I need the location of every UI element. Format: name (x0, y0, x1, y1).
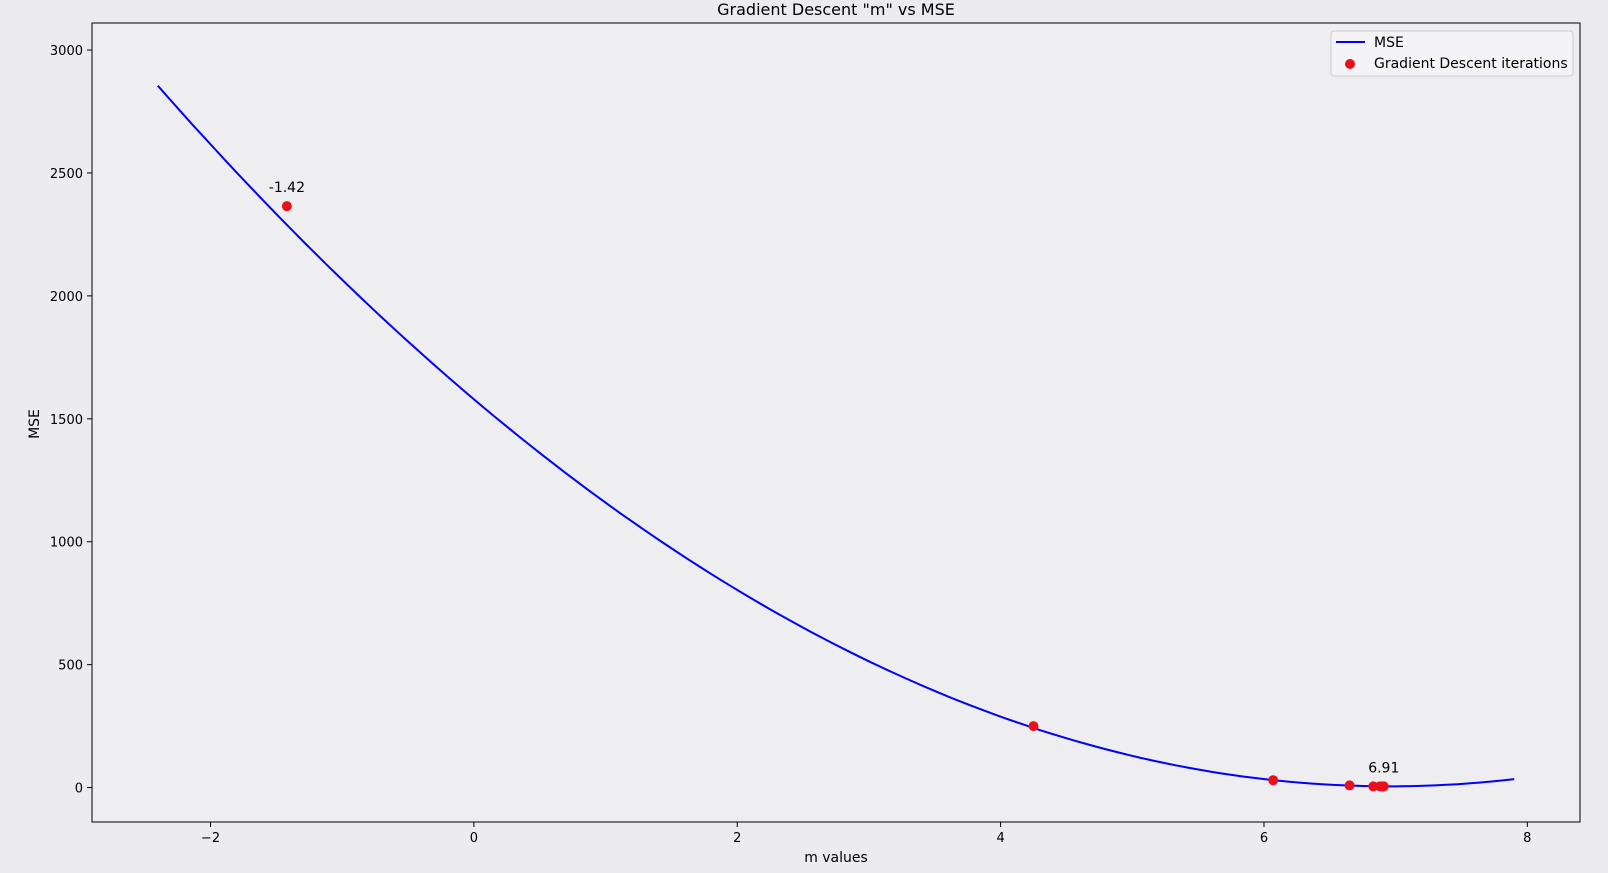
iteration-point (1028, 721, 1039, 732)
x-tick-label: 0 (470, 831, 478, 846)
iteration-point (281, 201, 292, 212)
x-tick-label: 8 (1523, 831, 1531, 846)
legend-iterations-swatch (1345, 59, 1355, 69)
x-axis-ticks: −2 0 2 4 6 8 (201, 822, 1531, 846)
y-tick-label: 1000 (50, 536, 83, 551)
legend: MSE Gradient Descent iterations (1330, 30, 1574, 77)
legend-iterations-label: Gradient Descent iterations (1374, 56, 1568, 72)
point-annotation: 6.91 (1368, 760, 1399, 776)
y-tick-label: 0 (75, 782, 83, 797)
series-layer (157, 85, 1515, 792)
y-axis-label: MSE (27, 409, 43, 439)
point-annotation: -1.42 (269, 180, 305, 196)
iteration-point (1378, 781, 1389, 792)
x-tick-label: 4 (996, 831, 1004, 846)
legend-box (1330, 30, 1574, 77)
iteration-point (1344, 780, 1355, 791)
plot-area (91, 22, 1581, 823)
y-tick-label: 1500 (50, 413, 83, 428)
y-tick-label: 2500 (50, 167, 83, 182)
legend-mse-label: MSE (1374, 35, 1404, 51)
y-tick-label: 2000 (50, 290, 83, 305)
mse-curve-line (157, 85, 1515, 788)
y-tick-label: 500 (58, 659, 83, 674)
x-tick-label: 2 (733, 831, 741, 846)
x-axis-label: m values (804, 850, 868, 866)
annotation-layer: -1.42 6.91 (269, 180, 1400, 776)
x-tick-label: 6 (1260, 831, 1268, 846)
y-axis-ticks: 0 500 1000 1500 2000 2500 3000 (50, 44, 92, 797)
iteration-point (1268, 775, 1279, 786)
x-tick-label: −2 (201, 831, 220, 846)
y-tick-label: 3000 (50, 44, 83, 59)
chart-title: Gradient Descent "m" vs MSE (717, 0, 955, 19)
